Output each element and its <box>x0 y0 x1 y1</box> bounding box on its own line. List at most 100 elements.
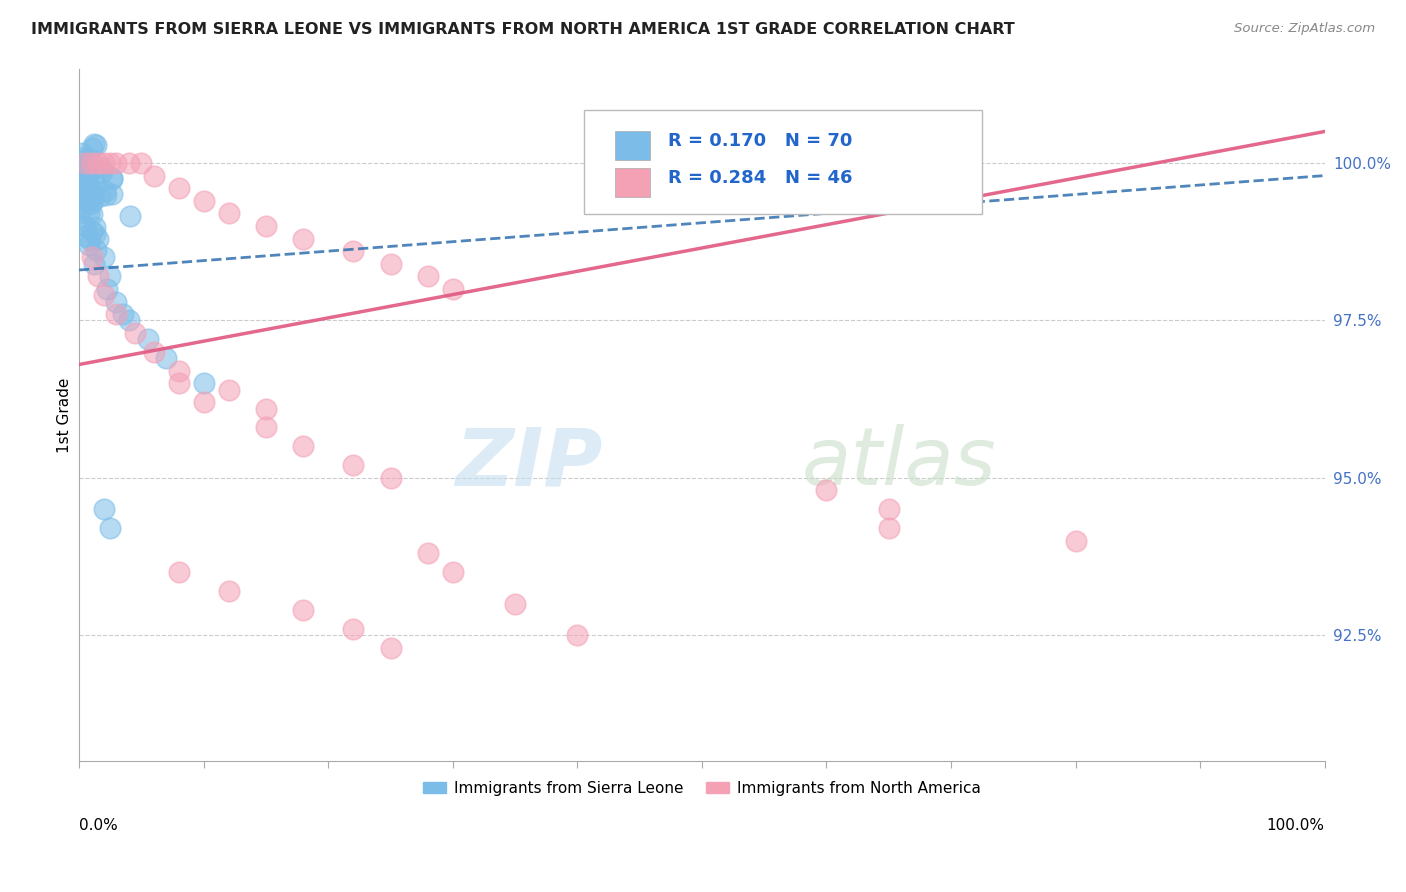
Point <box>567 628 589 642</box>
Point <box>342 622 364 636</box>
Text: 100.0%: 100.0% <box>1267 818 1324 833</box>
Point <box>218 206 240 220</box>
Text: ZIP: ZIP <box>456 425 602 502</box>
Text: Source: ZipAtlas.com: Source: ZipAtlas.com <box>1234 22 1375 36</box>
Point <box>69 186 91 200</box>
Point <box>380 471 402 485</box>
Point <box>342 458 364 473</box>
Point <box>70 196 93 211</box>
Point <box>416 546 439 560</box>
Point <box>416 269 439 284</box>
Point <box>105 307 128 321</box>
Point <box>77 194 100 208</box>
Point <box>167 376 190 391</box>
Point <box>87 156 110 170</box>
Point <box>79 153 101 167</box>
Point <box>124 326 146 340</box>
Point <box>80 156 103 170</box>
Text: R = 0.284   N = 46: R = 0.284 N = 46 <box>668 169 853 187</box>
Point <box>155 351 177 366</box>
Point <box>69 206 91 220</box>
Point <box>70 161 93 176</box>
Point <box>877 521 900 535</box>
Point <box>87 231 110 245</box>
Point <box>254 401 277 416</box>
Point <box>75 194 97 208</box>
Point <box>254 420 277 434</box>
Point <box>69 177 91 191</box>
Point <box>120 209 142 223</box>
Point <box>193 395 215 409</box>
Point <box>218 584 240 599</box>
Point <box>82 162 104 177</box>
Point <box>76 185 98 199</box>
Point <box>80 141 103 155</box>
Point <box>75 188 97 202</box>
Point <box>193 194 215 208</box>
Text: IMMIGRANTS FROM SIERRA LEONE VS IMMIGRANTS FROM NORTH AMERICA 1ST GRADE CORRELAT: IMMIGRANTS FROM SIERRA LEONE VS IMMIGRAN… <box>31 22 1015 37</box>
Point <box>193 376 215 391</box>
Point <box>342 244 364 259</box>
Point <box>91 161 114 175</box>
Point <box>76 193 98 207</box>
Point <box>70 187 93 202</box>
Point <box>93 502 115 516</box>
Point <box>94 184 117 198</box>
Point <box>96 282 118 296</box>
Point <box>98 521 121 535</box>
Text: R = 0.170   N = 70: R = 0.170 N = 70 <box>668 132 852 150</box>
Point <box>93 288 115 302</box>
Point <box>84 178 107 192</box>
Point <box>101 170 124 185</box>
Bar <box>614 131 650 160</box>
Point <box>105 294 128 309</box>
Point <box>79 193 101 207</box>
Point <box>72 218 94 232</box>
Point <box>877 502 900 516</box>
Point <box>1064 533 1087 548</box>
Point <box>380 257 402 271</box>
Point <box>84 220 107 235</box>
Point <box>98 269 121 284</box>
Point <box>82 194 104 208</box>
Point <box>136 332 159 346</box>
Point <box>87 269 110 284</box>
Point <box>111 307 134 321</box>
Text: atlas: atlas <box>801 425 997 502</box>
Point <box>142 344 165 359</box>
Point <box>93 156 115 170</box>
Point <box>101 186 124 201</box>
Point <box>380 640 402 655</box>
Point <box>75 177 97 191</box>
Point <box>503 597 526 611</box>
Point <box>79 233 101 247</box>
Point <box>75 219 97 233</box>
Point <box>83 257 105 271</box>
Point <box>80 207 103 221</box>
Point <box>79 180 101 194</box>
Point <box>70 178 93 193</box>
Point <box>218 383 240 397</box>
Point <box>69 153 91 168</box>
Point <box>72 151 94 165</box>
Point <box>90 165 112 179</box>
Point <box>72 166 94 180</box>
Point <box>292 603 315 617</box>
Point <box>142 169 165 183</box>
Point <box>292 231 315 245</box>
Bar <box>614 168 650 196</box>
Point <box>292 439 315 453</box>
Point <box>93 251 115 265</box>
Y-axis label: 1st Grade: 1st Grade <box>58 377 72 452</box>
Point <box>70 145 93 160</box>
Point <box>80 196 103 211</box>
Point <box>118 156 141 170</box>
Point <box>77 168 100 182</box>
FancyBboxPatch shape <box>583 110 983 214</box>
Point <box>77 237 100 252</box>
Point <box>77 168 100 182</box>
Point <box>815 483 838 498</box>
Point <box>89 189 111 203</box>
Legend: Immigrants from Sierra Leone, Immigrants from North America: Immigrants from Sierra Leone, Immigrants… <box>418 775 987 802</box>
Point <box>441 282 464 296</box>
